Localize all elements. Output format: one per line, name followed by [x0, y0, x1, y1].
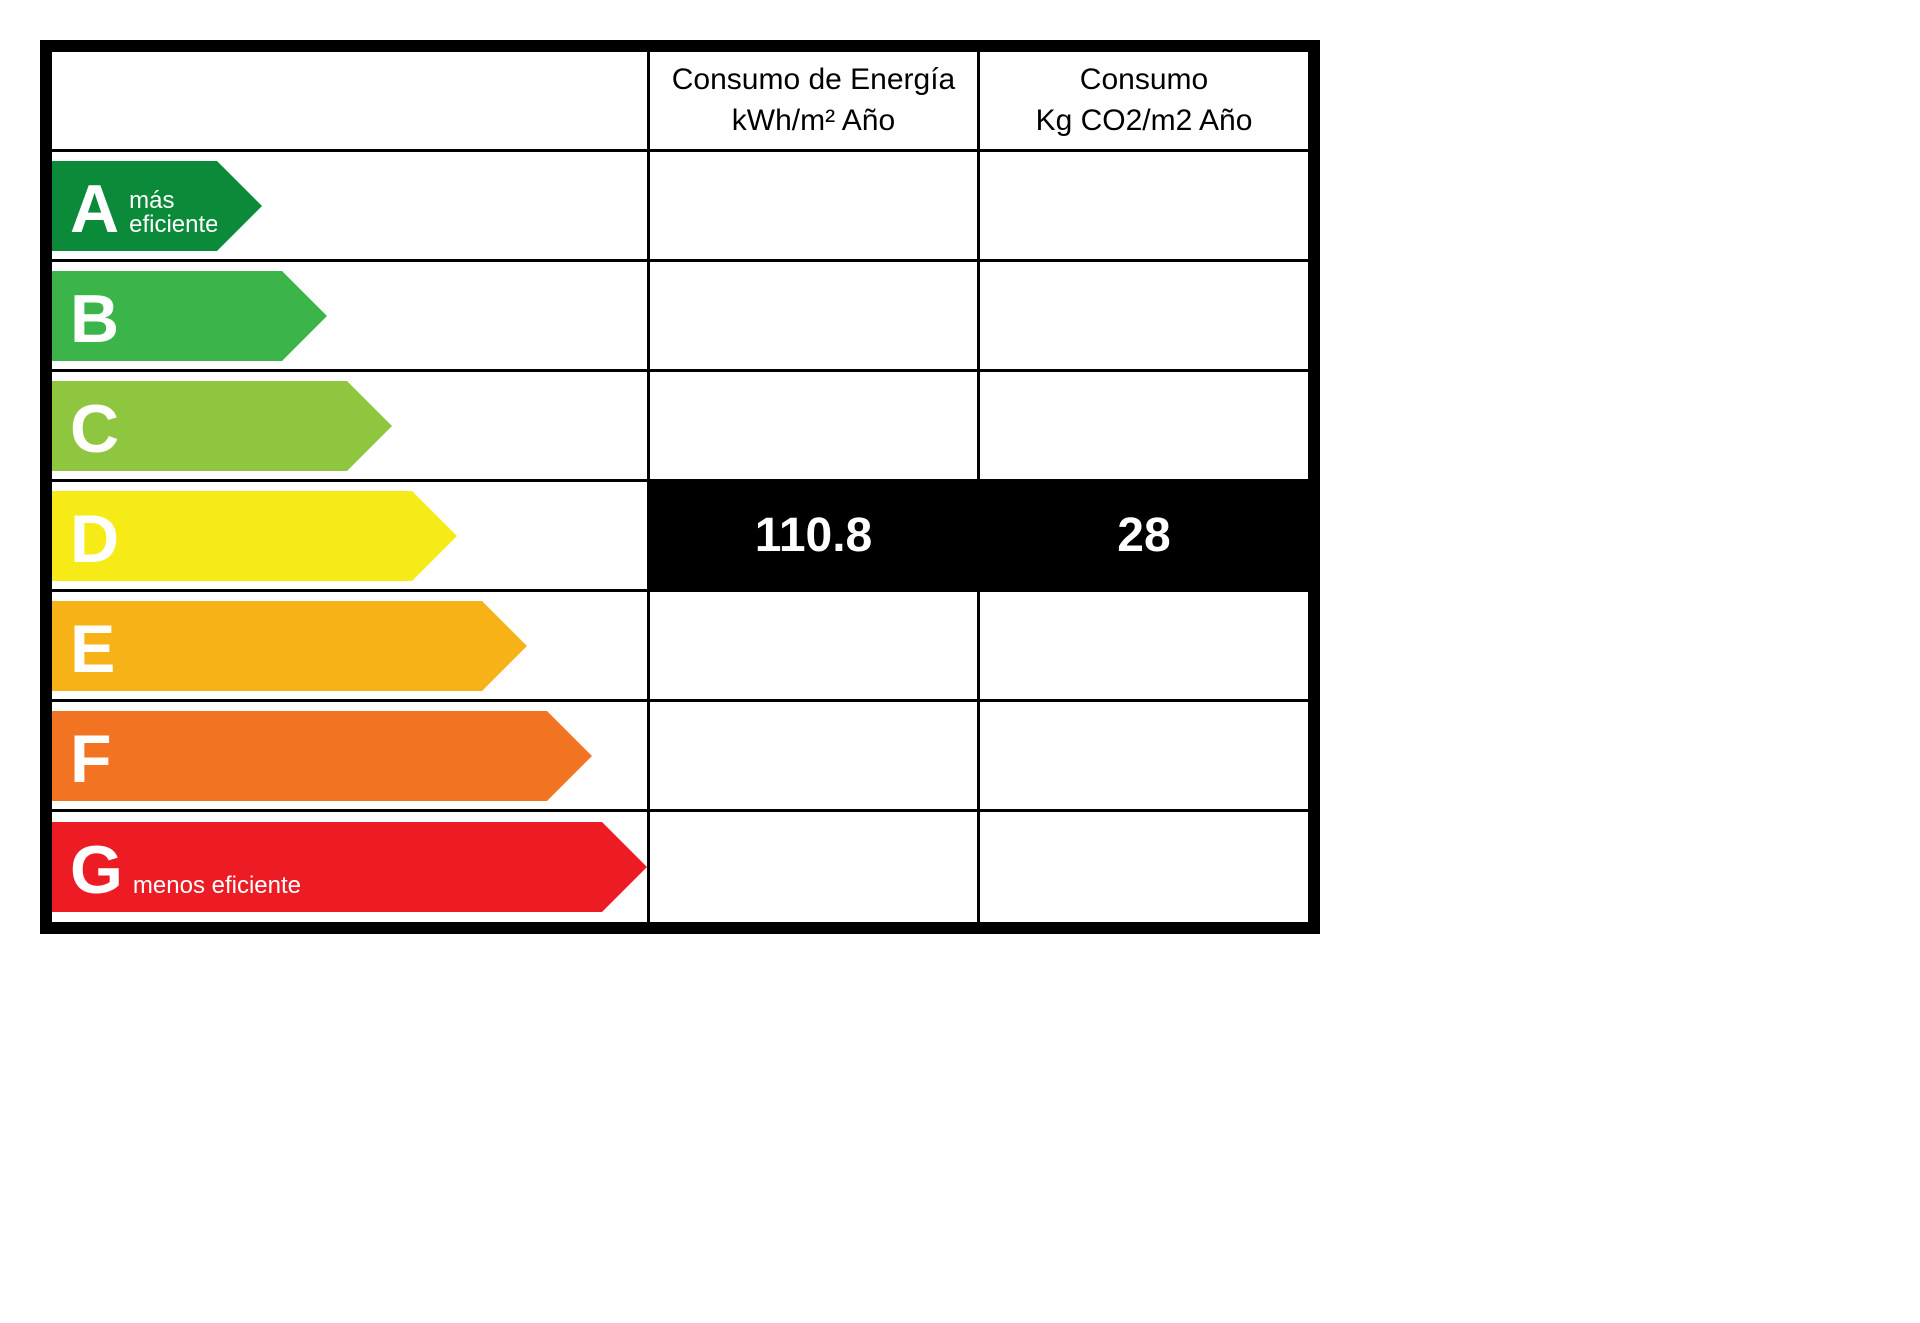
rating-row-g: Gmenos eficiente [52, 812, 1308, 922]
header-energy-cell: Consumo de Energía kWh/m² Año [650, 52, 980, 149]
energy-efficiency-label: Consumo de Energía kWh/m² Año Consumo Kg… [40, 40, 1320, 934]
energy-cell-a [650, 152, 980, 259]
co2-cell-d: 28 [980, 482, 1308, 589]
arrow-body: F [52, 711, 547, 801]
rating-row-b: B [52, 262, 1308, 372]
co2-cell-b [980, 262, 1308, 369]
rating-row-f: F [52, 702, 1308, 812]
co2-value: 28 [980, 482, 1308, 589]
rating-row-c: C [52, 372, 1308, 482]
arrow-body: C [52, 381, 347, 471]
rating-arrow-c: C [52, 381, 392, 471]
header-energy-line1: Consumo de Energía [672, 63, 956, 96]
rating-letter: C [70, 395, 119, 463]
co2-cell-a [980, 152, 1308, 259]
rating-arrow-d: D [52, 491, 457, 581]
arrow-body: Amás eficiente [52, 161, 217, 251]
rating-sublabel: más eficiente [129, 189, 218, 237]
header-co2-cell: Consumo Kg CO2/m2 Año [980, 52, 1308, 149]
arrow-cell-e: E [52, 592, 650, 699]
header-energy-line2: kWh/m² Año [732, 104, 895, 137]
arrow-cell-a: Amás eficiente [52, 152, 650, 259]
co2-cell-f [980, 702, 1308, 809]
energy-cell-c [650, 372, 980, 479]
rating-arrow-g: Gmenos eficiente [52, 822, 647, 912]
energy-cell-f [650, 702, 980, 809]
rating-letter: A [70, 175, 119, 243]
energy-value: 110.8 [650, 482, 977, 589]
arrow-head-icon [412, 491, 457, 581]
rating-arrow-a: Amás eficiente [52, 161, 262, 251]
header-row: Consumo de Energía kWh/m² Año Consumo Kg… [52, 52, 1308, 152]
arrow-body: E [52, 601, 482, 691]
arrow-cell-d: D [52, 482, 650, 589]
rating-arrow-b: B [52, 271, 327, 361]
rating-letter: F [70, 725, 112, 793]
arrow-body: D [52, 491, 412, 581]
arrow-body: Gmenos eficiente [52, 822, 602, 912]
header-empty-cell [52, 52, 650, 149]
co2-cell-g [980, 812, 1308, 922]
energy-cell-g [650, 812, 980, 922]
arrow-head-icon [482, 601, 527, 691]
energy-cell-b [650, 262, 980, 369]
rating-letter: E [70, 615, 115, 683]
rating-letter: B [70, 285, 119, 353]
arrow-head-icon [602, 822, 647, 912]
rating-row-d: D 110.828 [52, 482, 1308, 592]
rating-arrow-f: F [52, 711, 592, 801]
arrow-cell-g: Gmenos eficiente [52, 812, 650, 922]
rating-row-a: Amás eficiente [52, 152, 1308, 262]
arrow-cell-c: C [52, 372, 650, 479]
arrow-cell-b: B [52, 262, 650, 369]
co2-cell-e [980, 592, 1308, 699]
header-co2-line1: Consumo [1080, 63, 1208, 96]
energy-cell-d: 110.8 [650, 482, 980, 589]
ratings-container: Amás eficienteBCD110.828EFGmenos eficien… [52, 152, 1308, 922]
rating-arrow-e: E [52, 601, 527, 691]
rating-letter: D [70, 505, 119, 573]
arrow-cell-f: F [52, 702, 650, 809]
arrow-head-icon [282, 271, 327, 361]
rating-sublabel: menos eficiente [133, 874, 301, 898]
arrow-body: B [52, 271, 282, 361]
energy-cell-e [650, 592, 980, 699]
arrow-head-icon [217, 161, 262, 251]
rating-letter: G [70, 836, 123, 904]
rating-row-e: E [52, 592, 1308, 702]
co2-cell-c [980, 372, 1308, 479]
arrow-head-icon [347, 381, 392, 471]
header-co2-line2: Kg CO2/m2 Año [1036, 104, 1253, 137]
arrow-head-icon [547, 711, 592, 801]
